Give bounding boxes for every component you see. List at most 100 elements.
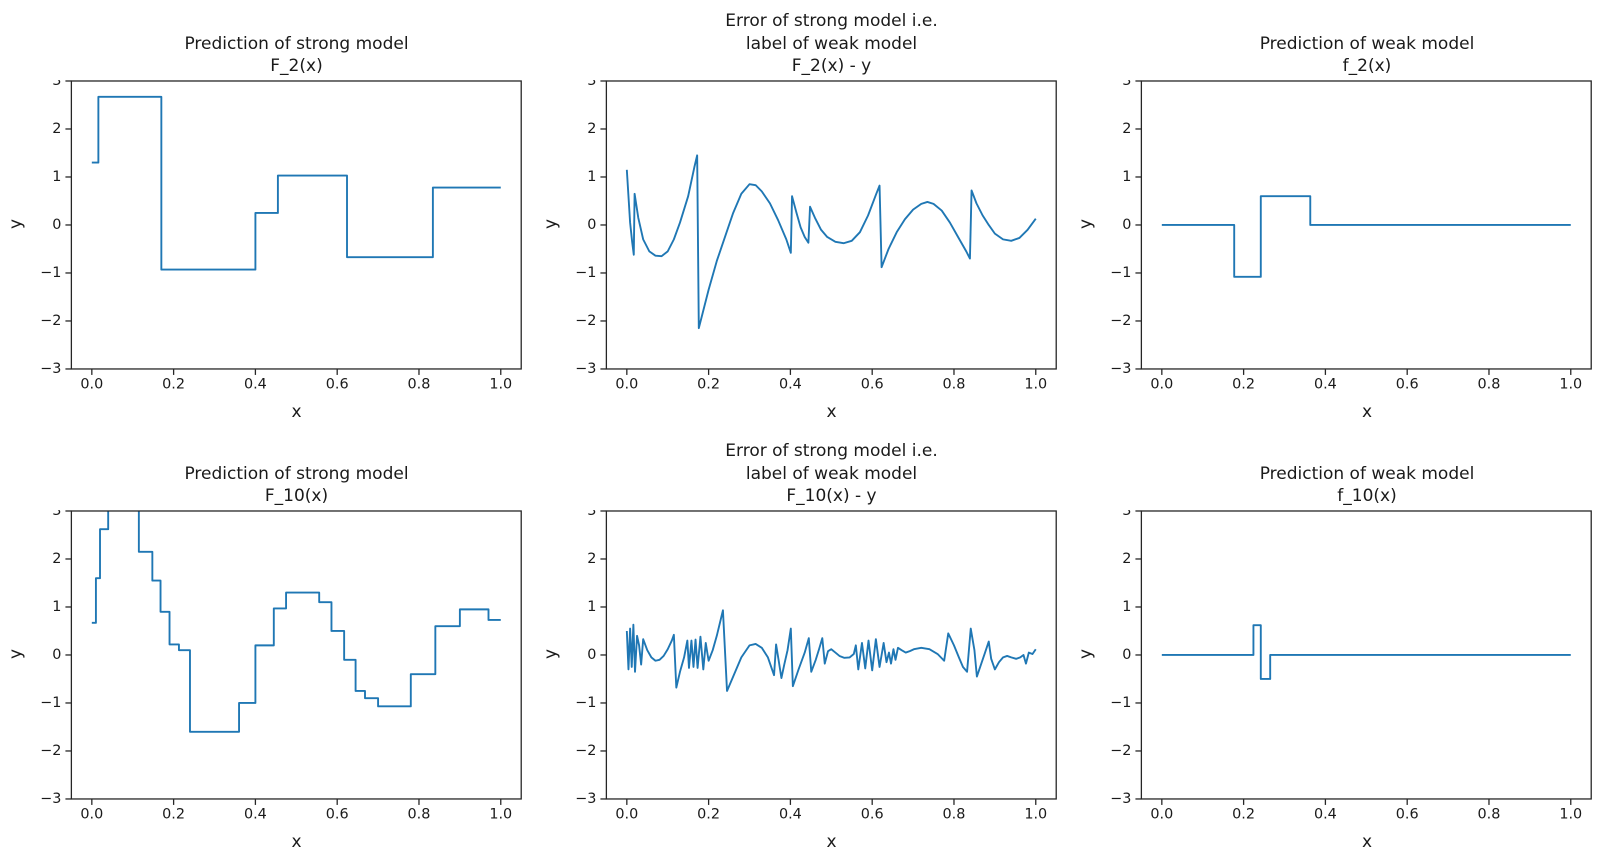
y-axis-label: y (6, 648, 26, 660)
svg-text:−2: −2 (575, 743, 596, 759)
subplot-f2-weak-prediction: Prediction of weak model f_2(x) 0.0 0.2 0.… (1070, 0, 1606, 430)
svg-text:−3: −3 (40, 791, 61, 807)
svg-text:0: 0 (1122, 217, 1131, 233)
svg-text:0.8: 0.8 (408, 807, 431, 823)
svg-text:0.4: 0.4 (1314, 807, 1337, 823)
svg-text:1: 1 (1122, 169, 1131, 185)
svg-text:0.0: 0.0 (80, 807, 103, 823)
plot-canvas-f10-weak: 0.0 0.2 0.4 0.6 0.8 1.0 3 2 1 0 −1 −2 −3 (1110, 510, 1592, 823)
svg-text:0.4: 0.4 (779, 377, 802, 393)
x-axis-label: x (1361, 832, 1373, 853)
svg-text:−3: −3 (40, 361, 61, 377)
plot-canvas-f2-strong: 0.0 0.2 0.4 0.6 0.8 1.0 3 2 1 0 −1 −2 −3 (40, 80, 522, 393)
subplot-title: Prediction of weak model f_2(x) (1259, 33, 1475, 77)
svg-text:2: 2 (1122, 551, 1131, 567)
svg-text:−2: −2 (1110, 313, 1131, 329)
svg-text:0.4: 0.4 (244, 807, 267, 823)
svg-text:−2: −2 (1110, 743, 1131, 759)
svg-text:1.0: 1.0 (489, 807, 512, 823)
svg-text:0.6: 0.6 (861, 807, 884, 823)
svg-text:0.0: 0.0 (615, 377, 638, 393)
y-axis-label: y (6, 218, 26, 230)
svg-text:0.4: 0.4 (1314, 377, 1337, 393)
svg-text:2: 2 (587, 121, 596, 137)
plot-canvas-f10-error: 0.0 0.2 0.4 0.6 0.8 1.0 3 2 1 0 −1 −2 −3 (575, 510, 1057, 823)
svg-text:−3: −3 (1110, 791, 1131, 807)
y-axis-label: y (541, 648, 561, 660)
svg-text:0.2: 0.2 (697, 377, 720, 393)
svg-text:3: 3 (587, 80, 596, 89)
y-axis-label: y (1076, 648, 1096, 660)
subplot-f10-error: Error of strong model i.e. label of weak… (535, 430, 1070, 860)
svg-text:2: 2 (52, 551, 61, 567)
svg-text:3: 3 (587, 510, 596, 519)
svg-text:3: 3 (1122, 510, 1131, 519)
x-axis-label: x (826, 402, 837, 423)
svg-text:1.0: 1.0 (1559, 807, 1582, 823)
svg-text:0.0: 0.0 (1150, 377, 1173, 393)
x-axis-label: x (291, 402, 302, 423)
svg-text:0.2: 0.2 (162, 377, 185, 393)
svg-text:−3: −3 (575, 791, 596, 807)
subplot-f10-strong-prediction: Prediction of strong model F_10(x) 0.0 0.… (0, 430, 535, 860)
svg-text:−1: −1 (1110, 695, 1131, 711)
subplot-title: Prediction of strong model F_2(x) (184, 33, 409, 77)
subplot-title: Prediction of weak model f_10(x) (1259, 463, 1475, 507)
svg-text:0.6: 0.6 (326, 377, 349, 393)
svg-text:0.0: 0.0 (80, 377, 103, 393)
subplot-title: Error of strong model i.e. label of weak… (725, 11, 938, 77)
svg-text:0.8: 0.8 (408, 377, 431, 393)
svg-text:0.4: 0.4 (779, 807, 802, 823)
plot-canvas-f2-weak: 0.0 0.2 0.4 0.6 0.8 1.0 3 2 1 0 −1 −2 −3 (1110, 80, 1592, 393)
subplot-title: Error of strong model i.e. label of weak… (725, 441, 938, 507)
svg-text:1.0: 1.0 (1024, 377, 1047, 393)
svg-text:0: 0 (52, 647, 61, 663)
svg-text:−1: −1 (575, 265, 596, 281)
svg-text:−3: −3 (575, 361, 596, 377)
svg-text:−1: −1 (40, 695, 61, 711)
svg-text:1: 1 (1122, 599, 1131, 615)
subplot-f2-error: Error of strong model i.e. label of weak… (535, 0, 1070, 430)
svg-text:0.8: 0.8 (943, 807, 966, 823)
svg-text:0.8: 0.8 (1478, 377, 1501, 393)
svg-text:1: 1 (587, 169, 596, 185)
svg-text:1.0: 1.0 (1559, 377, 1582, 393)
svg-text:−3: −3 (1110, 361, 1131, 377)
svg-text:0.8: 0.8 (1478, 807, 1501, 823)
svg-text:0.4: 0.4 (244, 377, 267, 393)
x-axis-label: x (291, 832, 302, 853)
svg-text:2: 2 (1122, 121, 1131, 137)
svg-text:3: 3 (52, 80, 61, 89)
svg-text:0: 0 (587, 217, 596, 233)
svg-text:2: 2 (587, 551, 596, 567)
svg-text:−2: −2 (40, 743, 61, 759)
svg-text:1: 1 (587, 599, 596, 615)
subplot-title: Prediction of strong model F_10(x) (184, 463, 409, 507)
svg-text:0: 0 (1122, 647, 1131, 663)
svg-text:0.2: 0.2 (1232, 377, 1255, 393)
svg-text:0: 0 (52, 217, 61, 233)
svg-text:−1: −1 (575, 695, 596, 711)
x-axis-label: x (826, 832, 837, 853)
svg-text:1: 1 (52, 169, 61, 185)
svg-text:0.0: 0.0 (615, 807, 638, 823)
svg-text:−1: −1 (40, 265, 61, 281)
svg-text:1.0: 1.0 (1024, 807, 1047, 823)
svg-text:0.0: 0.0 (1150, 807, 1173, 823)
svg-text:0.6: 0.6 (1396, 807, 1419, 823)
svg-text:3: 3 (1122, 80, 1131, 89)
svg-text:3: 3 (52, 510, 61, 519)
y-axis-label: y (541, 218, 561, 230)
plot-canvas-f10-strong: 0.0 0.2 0.4 0.6 0.8 1.0 3 2 1 0 −1 −2 −3 (40, 510, 522, 823)
svg-text:2: 2 (52, 121, 61, 137)
svg-text:−2: −2 (40, 313, 61, 329)
svg-text:1: 1 (52, 599, 61, 615)
subplot-f2-strong-prediction: Prediction of strong model F_2(x) 0.0 0.2… (0, 0, 535, 430)
svg-text:0.2: 0.2 (697, 807, 720, 823)
x-axis-label: x (1361, 402, 1373, 423)
svg-text:1.0: 1.0 (489, 377, 512, 393)
svg-text:0.2: 0.2 (162, 807, 185, 823)
svg-text:0.2: 0.2 (1232, 807, 1255, 823)
svg-text:0.6: 0.6 (1396, 377, 1419, 393)
